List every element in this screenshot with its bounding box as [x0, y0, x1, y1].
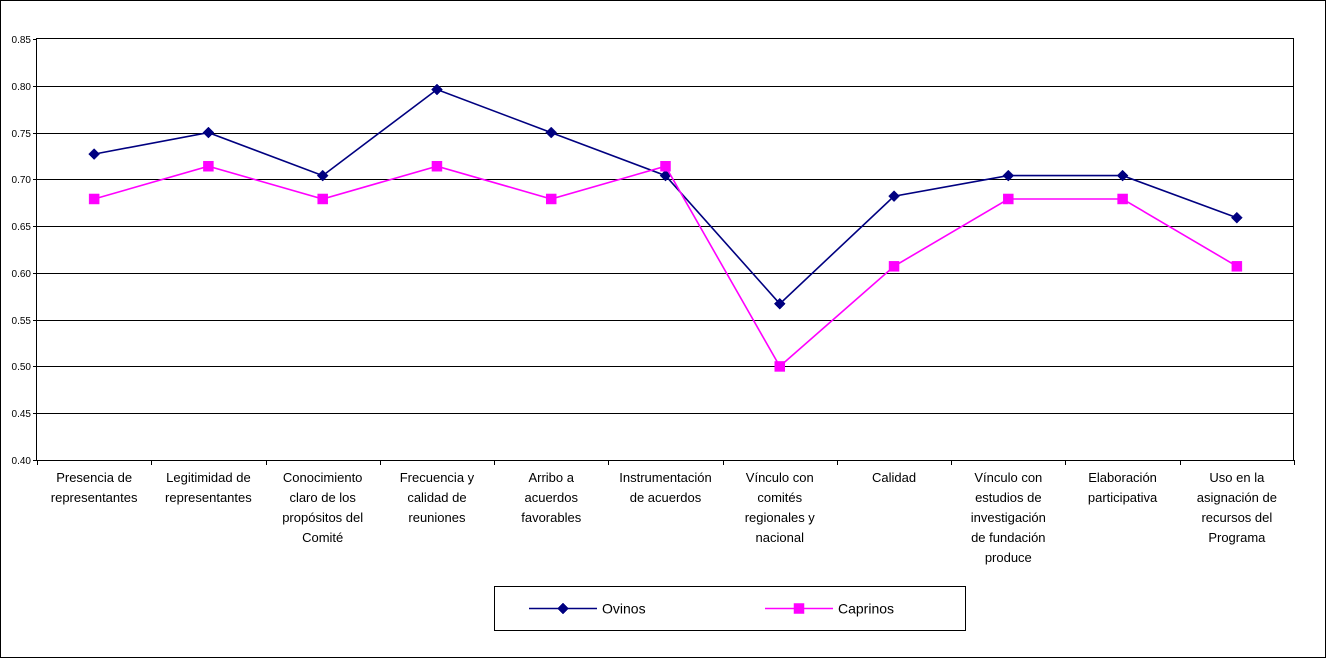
x-category-label-line: Instrumentación [619, 470, 712, 485]
y-tick-label: 0.50 [12, 362, 32, 373]
data-point [774, 361, 786, 372]
x-category-label-line: Programa [1208, 530, 1266, 545]
data-point [1231, 211, 1243, 224]
x-category-label-line: Legitimidad de [166, 470, 251, 485]
x-category-label-line: acuerdos [524, 490, 578, 505]
x-category-label: Vínculo con estudios de investigación de fu… [971, 470, 1046, 565]
y-tick-label: 0.55 [12, 316, 32, 327]
x-category-label-line: Elaboración [1088, 470, 1157, 485]
y-axis-ticks: 0.40 0.45 0.50 0.55 0.60 0.65 0.70 0.75 0.80 0.85 [12, 35, 37, 467]
x-category-label-line: estudios de [975, 490, 1042, 505]
y-tick-label: 0.60 [12, 269, 32, 280]
x-axis-ticks [37, 460, 1295, 465]
y-tick-label: 0.75 [12, 129, 32, 140]
x-category-label-line: produce [985, 550, 1032, 565]
legend: Ovinos Caprinos [494, 586, 966, 631]
x-category-label-line: Presencia de [56, 470, 132, 485]
x-category-label-line: investigación [971, 510, 1046, 525]
series-ovinos [88, 83, 1243, 310]
data-point [1003, 193, 1014, 205]
data-point [431, 160, 443, 172]
x-category-label-line: propósitos del [282, 510, 363, 525]
y-tick-label: 0.85 [12, 35, 32, 46]
legend-label: Caprinos [838, 601, 894, 617]
x-category-label-line: Conocimiento [283, 470, 363, 485]
data-point [1117, 193, 1128, 205]
legend-item-caprinos: Caprinos [765, 601, 894, 617]
y-tick-label: 0.70 [12, 175, 32, 186]
x-category-label-line: asignación de [1197, 490, 1277, 505]
data-point [88, 193, 100, 205]
data-point [660, 160, 671, 172]
x-category-label-line: reuniones [408, 510, 466, 525]
legend-marker [557, 602, 569, 615]
x-category-label-line: claro de los [289, 490, 356, 505]
data-point [431, 83, 443, 96]
x-category-label-line: nacional [756, 530, 805, 545]
data-point [203, 160, 214, 172]
x-category-label-line: comités [757, 490, 802, 505]
x-category-label: Calidad [872, 470, 916, 485]
x-category-label-line: Calidad [872, 470, 916, 485]
legend-marker [793, 603, 805, 614]
data-point [316, 169, 329, 182]
x-category-label-line: de acuerdos [630, 490, 702, 505]
data-point [888, 190, 900, 203]
data-point [1231, 261, 1243, 272]
data-point [202, 126, 215, 139]
series-layer [88, 83, 1243, 372]
x-category-label-line: de fundación [971, 530, 1045, 545]
y-tick-label: 0.80 [12, 82, 32, 93]
x-category-label: Arribo a acuerdos favorables [521, 470, 581, 525]
x-category-label-line: Vínculo con [746, 470, 814, 485]
data-point [545, 126, 558, 139]
y-tick-label: 0.40 [12, 456, 32, 467]
x-category-label: Uso en la asignación de recursos del Progra… [1197, 470, 1277, 545]
y-tick-label: 0.65 [12, 222, 32, 233]
x-category-label-line: participativa [1088, 490, 1158, 505]
x-category-label: Presencia de representantes [51, 470, 138, 505]
legend-label: Ovinos [602, 601, 646, 617]
data-point [1116, 169, 1129, 182]
x-category-label: Conocimiento claro de los propósitos del Co… [282, 470, 363, 545]
x-category-label: Instrumentación de acuerdos [619, 470, 712, 505]
y-tick-label: 0.45 [12, 409, 32, 420]
data-point [1002, 169, 1015, 182]
data-point [773, 297, 786, 310]
x-category-label-line: favorables [521, 510, 581, 525]
x-category-label-line: recursos del [1201, 510, 1272, 525]
data-point [88, 148, 100, 160]
x-category-label-line: Uso en la [1209, 470, 1265, 485]
x-category-label-line: Arribo a [528, 470, 574, 485]
x-category-label-line: calidad de [407, 490, 466, 505]
x-category-label-line: representantes [51, 490, 138, 505]
data-point [545, 193, 557, 205]
x-category-label-line: representantes [165, 490, 252, 505]
legend-item-ovinos: Ovinos [529, 601, 646, 617]
x-category-label-line: Comité [302, 530, 343, 545]
x-category-label: Elaboración participativa [1088, 470, 1158, 505]
x-category-label-line: Vínculo con [974, 470, 1042, 485]
data-point [888, 261, 900, 272]
series-caprinos [88, 160, 1243, 372]
plot-area [36, 38, 1294, 461]
x-category-label: Legitimidad de representantes [165, 470, 252, 505]
x-category-label-line: regionales y [745, 510, 816, 525]
data-point [317, 193, 328, 205]
x-category-label-line: Frecuencia y [400, 470, 475, 485]
x-category-label: Frecuencia y calidad de reuniones [400, 470, 475, 525]
x-category-label: Vínculo con comités regionales y nacional [745, 470, 816, 545]
